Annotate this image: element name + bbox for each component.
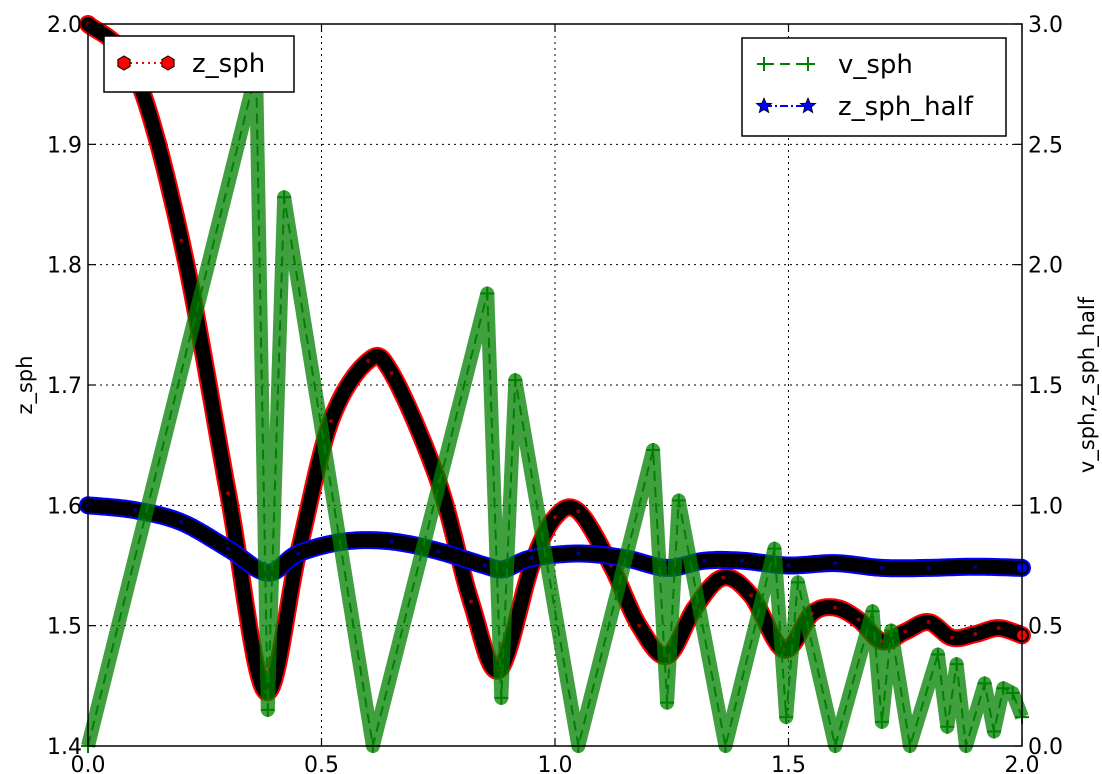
legend-left-box (103, 35, 295, 93)
legend-z-sph-half-marker-2 (799, 96, 817, 114)
series-z-sph-point (637, 623, 642, 628)
series-z-sph-half-point (576, 551, 581, 556)
legend-right: v_sph z_sph_half (741, 37, 1007, 137)
y-tick-label: 1.7 (47, 374, 82, 399)
series-z-sph-point (721, 575, 726, 580)
y2-tick-label: 1.5 (1028, 374, 1063, 399)
series-v-sph-point (977, 676, 992, 691)
series-z-sph-half-point (529, 556, 534, 561)
y-tick-label: 1.4 (47, 735, 82, 760)
series-v-sph-point (494, 690, 509, 705)
legend-v-sph-marker-2 (801, 57, 815, 71)
y-tick-label: 1.9 (47, 133, 82, 158)
y-tick-label: 2.0 (47, 13, 82, 38)
x-tick-label: 1.5 (771, 753, 806, 774)
series-v-sph-point (940, 719, 955, 734)
legend-right-box (741, 37, 1007, 137)
y2-tick-label: 1.0 (1028, 494, 1063, 519)
series-v-sph-point (260, 702, 275, 717)
ticks (87, 23, 1023, 747)
series-z-sph-half (79, 496, 1031, 582)
series-z-sph-point (226, 491, 231, 496)
series-v-sph-point (996, 681, 1011, 696)
series-z-sph-point (179, 238, 184, 243)
series-z-sph-point (389, 370, 394, 375)
series-z-sph-point (833, 605, 838, 610)
series-v-sph-point (646, 442, 661, 457)
series-z-sph-half-point (786, 563, 791, 568)
series-z-sph-point (468, 599, 473, 604)
series-z-sph-half-point (739, 558, 744, 563)
series-z-sph-half-point (702, 558, 707, 563)
series-z-sph-point (328, 419, 333, 424)
y2-axis-label: v_sph,z_sph_half (1075, 296, 1100, 473)
series-z-sph-point (576, 509, 581, 514)
series-v-sph-point (949, 657, 964, 672)
series-z-sph-point (856, 617, 861, 622)
series-v-sph-line (87, 71, 1023, 747)
x-tick-label: 1.0 (538, 753, 573, 774)
y-tick-label: 1.6 (47, 494, 82, 519)
series-z-sph-half-point (973, 564, 978, 569)
series-v-sph-point (930, 647, 945, 662)
y2-tick-label: 2.0 (1028, 254, 1063, 279)
series-v-sph-point (865, 604, 880, 619)
series-z-sph-point (949, 635, 954, 640)
series-z-sph-point (553, 515, 557, 520)
series-z-sph-half-point (226, 546, 231, 551)
series-z-sph-point (926, 620, 931, 625)
series-z-sph-point (973, 632, 978, 637)
series-z-sph-point (749, 593, 754, 598)
series-z-sph-line (81, 17, 1029, 700)
series-z-sph-half-point (179, 520, 184, 525)
y2-tick-label: 0.0 (1028, 735, 1063, 760)
series-z-sph-half-point (482, 563, 487, 568)
x-tick-label: 0.5 (304, 753, 339, 774)
series-z-sph-point (903, 629, 908, 634)
x-tick-label: 2.0 (1005, 753, 1040, 774)
series-v-sph-point (986, 724, 1001, 739)
series-z-sph-point (366, 358, 371, 363)
series-z-sph-half-point (926, 565, 931, 570)
legend-z-sph-half-label: z_sph_half (838, 92, 974, 122)
series-v-sph-point (1005, 686, 1020, 701)
series-z-sph-point (996, 626, 1001, 631)
series-z-sph-half-point (879, 565, 884, 570)
tick-labels: 0.0 0.5 1.0 1.5 2.01.41.51.61.71.81.92.00.00… (47, 13, 1063, 774)
series-v-sph-point (671, 493, 686, 508)
legend-z-sph-marker-2 (161, 55, 175, 71)
series-v-sph-point (277, 190, 292, 205)
y2-tick-label: 2.5 (1028, 133, 1063, 158)
series-z-sph-half-point (436, 549, 441, 554)
series-z-sph-half-point (132, 508, 137, 513)
y2-tick-label: 0.5 (1028, 615, 1063, 640)
series-v-sph-point (779, 710, 794, 725)
y-tick-label: 1.8 (47, 254, 82, 279)
legend-z-sph-label: z_sph (192, 49, 265, 79)
series-v-sph-point (790, 575, 805, 590)
series-z-sph-half-point (389, 539, 394, 544)
legend-left: z_sph (103, 35, 295, 93)
legend-v-sph-label: v_sph (838, 50, 913, 80)
series-v-sph-point (660, 695, 675, 710)
series-v-sph-point (767, 541, 782, 556)
series-v-sph-point (884, 623, 899, 638)
legend-z-sph-half-marker-1 (755, 96, 773, 114)
series-z-sph-half-point (833, 561, 838, 566)
series-v-sph-point (480, 286, 495, 301)
series-v-sph-point (874, 714, 889, 729)
series-z-sph-half-point (296, 551, 301, 556)
y-tick-label: 1.5 (47, 615, 82, 640)
legend-v-sph-marker-1 (757, 57, 771, 71)
y-axis-label: z_sph (13, 355, 38, 414)
x-tick-label: 0.0 (71, 753, 106, 774)
legend-z-sph-marker-1 (117, 55, 131, 71)
series-layer (79, 15, 1031, 753)
series-v-sph-point (508, 373, 523, 388)
y2-tick-label: 3.0 (1028, 13, 1063, 38)
